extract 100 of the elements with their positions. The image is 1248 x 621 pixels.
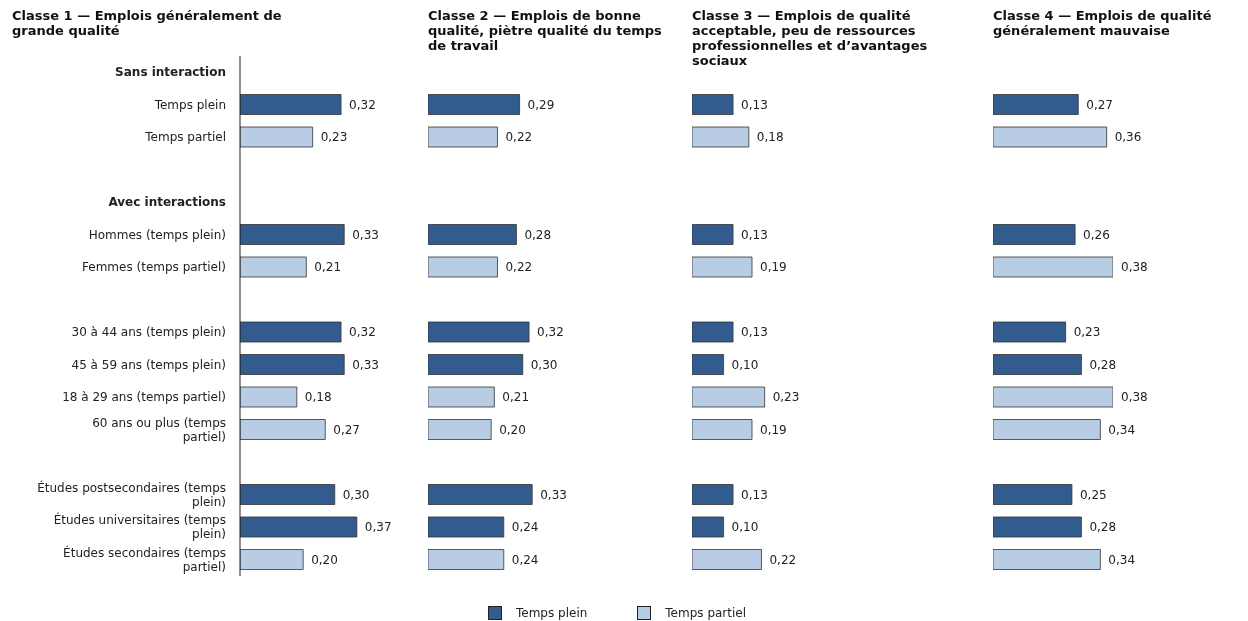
- data-label: 0,28: [1089, 520, 1117, 534]
- bar: [692, 321, 734, 343]
- data-label: 0,28: [1089, 357, 1117, 372]
- data-label: 0,33: [540, 487, 567, 502]
- data-label: 0,22: [769, 552, 797, 567]
- bar: [993, 386, 1113, 408]
- data-label: 0,38: [1121, 260, 1148, 274]
- data-label: 0,20: [311, 552, 338, 567]
- bar: [240, 126, 314, 148]
- data-label: 0,33: [352, 227, 379, 242]
- bar: [240, 484, 336, 505]
- data-label: 0,10: [731, 520, 759, 534]
- y-tick-label: Temps plein: [153, 97, 226, 112]
- y-tick-label: Avec interactions: [108, 195, 226, 210]
- legend-label: Temps partiel: [665, 606, 747, 620]
- bar: [993, 126, 1108, 148]
- bar: [692, 126, 750, 148]
- bar: [993, 516, 1082, 538]
- data-label: 0,23: [1073, 325, 1101, 339]
- bar: [240, 224, 345, 245]
- data-label: 0,29: [527, 97, 555, 112]
- y-tick-label: Sans interaction: [115, 65, 226, 80]
- data-label: 0,30: [530, 357, 558, 372]
- bar: [692, 256, 753, 278]
- legend-label: Temps plein: [516, 606, 588, 620]
- data-label: 0,23: [772, 390, 800, 404]
- data-label: 0,27: [333, 422, 360, 437]
- data-label: 0,21: [314, 260, 342, 274]
- bar: [428, 419, 492, 440]
- data-label: 0,27: [1086, 97, 1113, 112]
- data-label: 0,18: [756, 130, 784, 144]
- data-label: 0,30: [342, 487, 370, 502]
- bar: [240, 256, 307, 278]
- chart-title: Classe 2 — Emplois de bonne qualité, piètre qualité du temps de travail: [428, 8, 663, 53]
- data-label: 0,20: [499, 422, 526, 437]
- data-label: 0,26: [1083, 227, 1110, 242]
- bar: [993, 419, 1101, 440]
- y-tick-label: 18 à 29 ans (temps partiel): [62, 390, 226, 405]
- bar: [692, 224, 734, 245]
- data-label: 0,32: [349, 97, 376, 112]
- bar: [240, 516, 358, 538]
- y-tick-label: 30 à 44 ans (temps plein): [71, 325, 226, 340]
- bar: [692, 484, 734, 505]
- data-label: 0,28: [524, 227, 552, 242]
- bar: [993, 549, 1101, 570]
- data-label: 0,25: [1079, 487, 1107, 502]
- bar: [692, 516, 724, 538]
- bar: [428, 386, 495, 408]
- bar: [993, 321, 1067, 343]
- bar: [428, 516, 505, 538]
- y-tick-label: Études postsecondaires (temps plein): [37, 479, 226, 509]
- bar: [692, 94, 734, 115]
- chart-title: Classe 1 — Emplois généralement de grande qualité: [12, 8, 283, 38]
- bar: [428, 94, 520, 115]
- bar: [993, 224, 1076, 245]
- data-label: 0,19: [760, 422, 787, 437]
- bar: [993, 354, 1082, 375]
- bar: [692, 386, 766, 408]
- y-tick-label: Études universitaires (temps plein): [53, 512, 226, 542]
- data-label: 0,32: [537, 325, 564, 339]
- bar: [692, 549, 762, 570]
- text: Classe 3 — Emplois de qualité acceptable, peu de ressources professionnelles et d’avantages sociaux: [692, 8, 929, 68]
- y-tick-label: 60 ans ou plus (temps partiel): [92, 415, 226, 444]
- y-tick-label: Études secondaires (temps partiel): [63, 544, 226, 574]
- bar: [692, 354, 724, 375]
- bar: [993, 484, 1073, 505]
- bar: [240, 94, 342, 115]
- bar: [428, 484, 533, 505]
- bar: [240, 549, 304, 570]
- bar: [993, 256, 1113, 278]
- data-label: 0,10: [731, 357, 759, 372]
- data-label: 0,34: [1108, 422, 1136, 437]
- data-label: 0,13: [741, 227, 768, 242]
- bar: [240, 321, 342, 343]
- bar: [240, 419, 326, 440]
- data-label: 0,24: [511, 552, 539, 567]
- data-label: 0,18: [304, 390, 332, 404]
- data-label: 0,24: [511, 520, 539, 534]
- data-label: 0,34: [1108, 552, 1136, 567]
- y-tick-label: Femmes (temps partiel): [82, 260, 226, 275]
- data-label: 0,13: [741, 325, 768, 339]
- data-label: 0,21: [502, 390, 530, 404]
- bar: [428, 126, 498, 148]
- data-label: 0,13: [741, 97, 768, 112]
- bar: [428, 549, 505, 570]
- chart-title: Classe 4 — Emplois de qualité généralement mauvaise: [993, 8, 1213, 38]
- bar: [692, 419, 753, 440]
- bar: [428, 354, 524, 375]
- data-label: 0,32: [349, 325, 376, 339]
- data-label: 0,38: [1121, 390, 1148, 404]
- bar: [428, 256, 498, 278]
- bar: [428, 224, 517, 245]
- data-label: 0,23: [320, 130, 348, 144]
- data-label: 0,33: [352, 357, 379, 372]
- bar: [428, 321, 530, 343]
- y-tick-label: Temps partiel: [144, 130, 226, 145]
- y-tick-label: Hommes (temps plein): [88, 227, 226, 242]
- data-label: 0,37: [364, 520, 392, 534]
- data-label: 0,22: [505, 130, 533, 144]
- data-label: 0,13: [741, 487, 768, 502]
